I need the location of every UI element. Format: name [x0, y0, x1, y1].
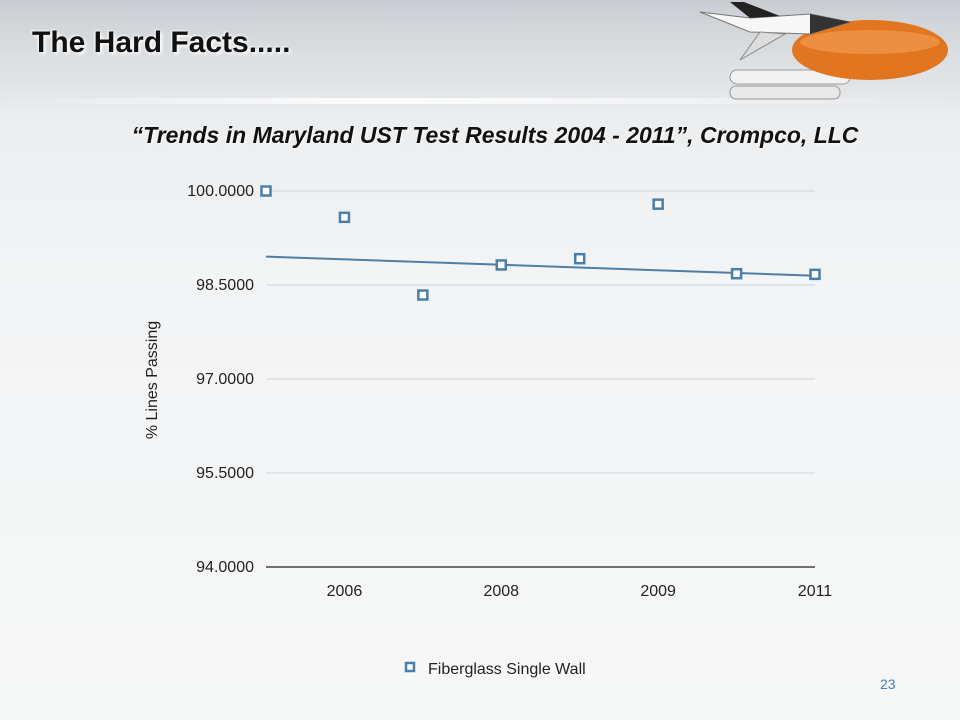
- data-points: [260, 185, 821, 301]
- grid-lines: [266, 190, 815, 568]
- x-tick-label: 2008: [483, 583, 519, 600]
- chart-subtitle: “Trends in Maryland UST Test Results 200…: [131, 122, 859, 148]
- x-tick-label: 2009: [640, 583, 676, 600]
- data-point: [260, 185, 272, 197]
- x-tick-label: 2011: [798, 583, 833, 600]
- light-streak: [0, 98, 960, 104]
- data-point: [417, 289, 429, 301]
- space-shuttle-icon: [699, 2, 948, 100]
- y-tick-label: 98.5000: [196, 277, 254, 294]
- legend-label: Fiberglass Single Wall: [428, 661, 586, 678]
- data-point: [495, 259, 508, 271]
- y-axis-ticks: 100.0000 98.5000 97.0000 95.5000 94.0000: [187, 183, 254, 576]
- y-tick-label: 94.0000: [196, 559, 254, 576]
- data-point: [338, 211, 351, 224]
- data-point: [652, 198, 664, 210]
- y-tick-label: 97.0000: [196, 371, 254, 388]
- y-tick-label: 95.5000: [196, 465, 254, 482]
- y-axis-label: % Lines Passing: [144, 321, 161, 439]
- legend: Fiberglass Single Wall: [404, 661, 586, 678]
- slide-number: 23: [880, 676, 896, 692]
- y-tick-label: 100.0000: [187, 183, 254, 200]
- data-point: [730, 267, 743, 280]
- slide-title: The Hard Facts.....: [32, 26, 291, 59]
- data-point: [809, 268, 821, 281]
- x-axis-ticks: 2006 2008 2009 2011: [327, 583, 833, 600]
- legend-marker: [404, 661, 416, 673]
- data-point: [573, 252, 586, 265]
- x-tick-label: 2006: [327, 583, 363, 600]
- trendline: [265, 255, 816, 277]
